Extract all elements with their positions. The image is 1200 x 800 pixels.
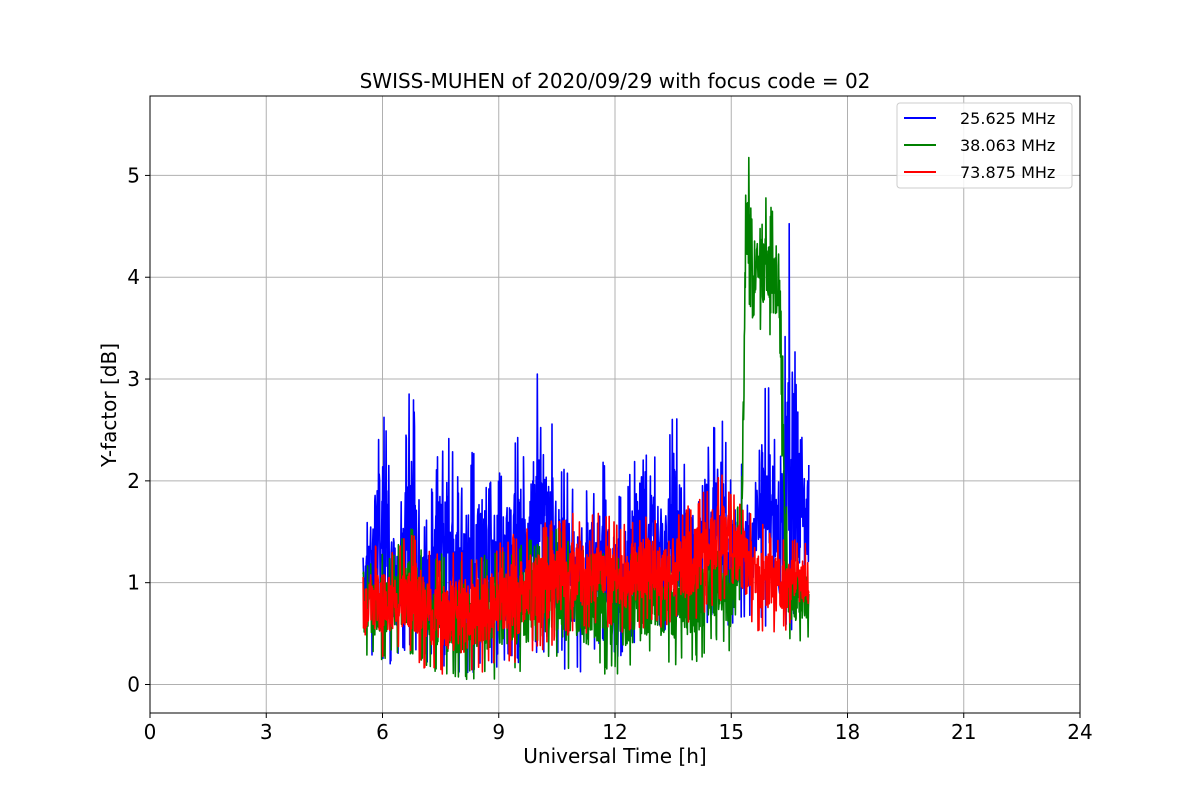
x-tick-label: 21 — [951, 720, 976, 744]
legend-box — [896, 102, 1073, 189]
x-tick-label: 18 — [835, 720, 860, 744]
legend: 25.625 MHz 38.063 MHz 73.875 MHz — [896, 102, 1073, 189]
x-tick-label: 9 — [492, 720, 505, 744]
x-tick-label: 0 — [144, 720, 157, 744]
x-tick-label: 15 — [719, 720, 744, 744]
y-axis-label: Y-factor [dB] — [97, 343, 121, 468]
legend-label-series-2: 38.063 MHz — [960, 136, 1055, 155]
y-tick-label: 4 — [127, 265, 140, 289]
y-tick-label: 1 — [127, 571, 140, 595]
x-tick-label: 24 — [1067, 720, 1092, 744]
y-tick-label: 2 — [127, 469, 140, 493]
legend-label-series-1: 25.625 MHz — [960, 109, 1055, 128]
y-tick-label: 5 — [127, 163, 140, 187]
y-tick-label: 0 — [127, 672, 140, 696]
plot-area — [362, 156, 810, 681]
x-tick-label: 12 — [602, 720, 627, 744]
legend-label-series-3: 73.875 MHz — [960, 163, 1055, 182]
x-tick-label: 3 — [260, 720, 273, 744]
y-tick-label: 3 — [127, 367, 140, 391]
chart-title: SWISS-MUHEN of 2020/09/29 with focus cod… — [360, 69, 871, 93]
series-line-3 — [362, 474, 810, 675]
x-tick-label: 6 — [376, 720, 389, 744]
x-axis-label: Universal Time [h] — [523, 744, 706, 768]
